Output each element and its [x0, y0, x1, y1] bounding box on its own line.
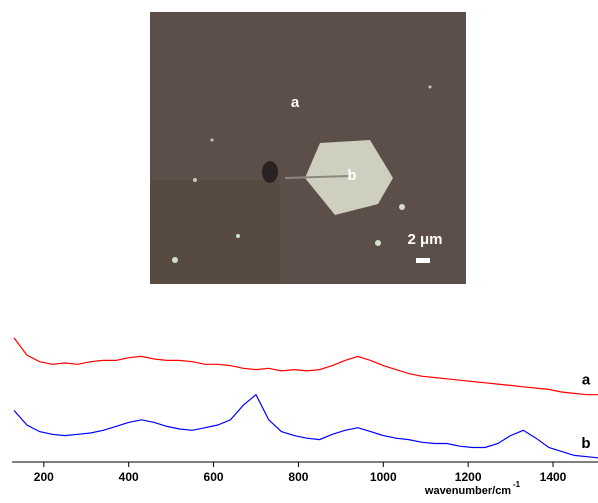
micrograph: a b 2 μm	[150, 12, 466, 284]
plot	[13, 337, 598, 459]
x-axis-label: wavenumber/cm	[424, 485, 511, 497]
series-label: a	[582, 372, 591, 389]
x-tick-label: 1000	[370, 470, 397, 484]
scale-bar-label: 2 μm	[407, 231, 442, 248]
image-label: b	[347, 167, 356, 184]
x-tick-label: 800	[288, 470, 308, 484]
x-axis-label-sup: -1	[513, 480, 521, 489]
image-label: a	[291, 94, 300, 111]
x-tick-label: 400	[119, 470, 139, 484]
x-tick-label: 1200	[455, 470, 482, 484]
series-line	[13, 393, 598, 459]
x-tick-label: 1400	[540, 470, 567, 484]
x-tick-label: 200	[34, 470, 54, 484]
x-tick-label: 600	[204, 470, 224, 484]
series-line	[13, 337, 598, 396]
series-label: b	[581, 435, 590, 452]
